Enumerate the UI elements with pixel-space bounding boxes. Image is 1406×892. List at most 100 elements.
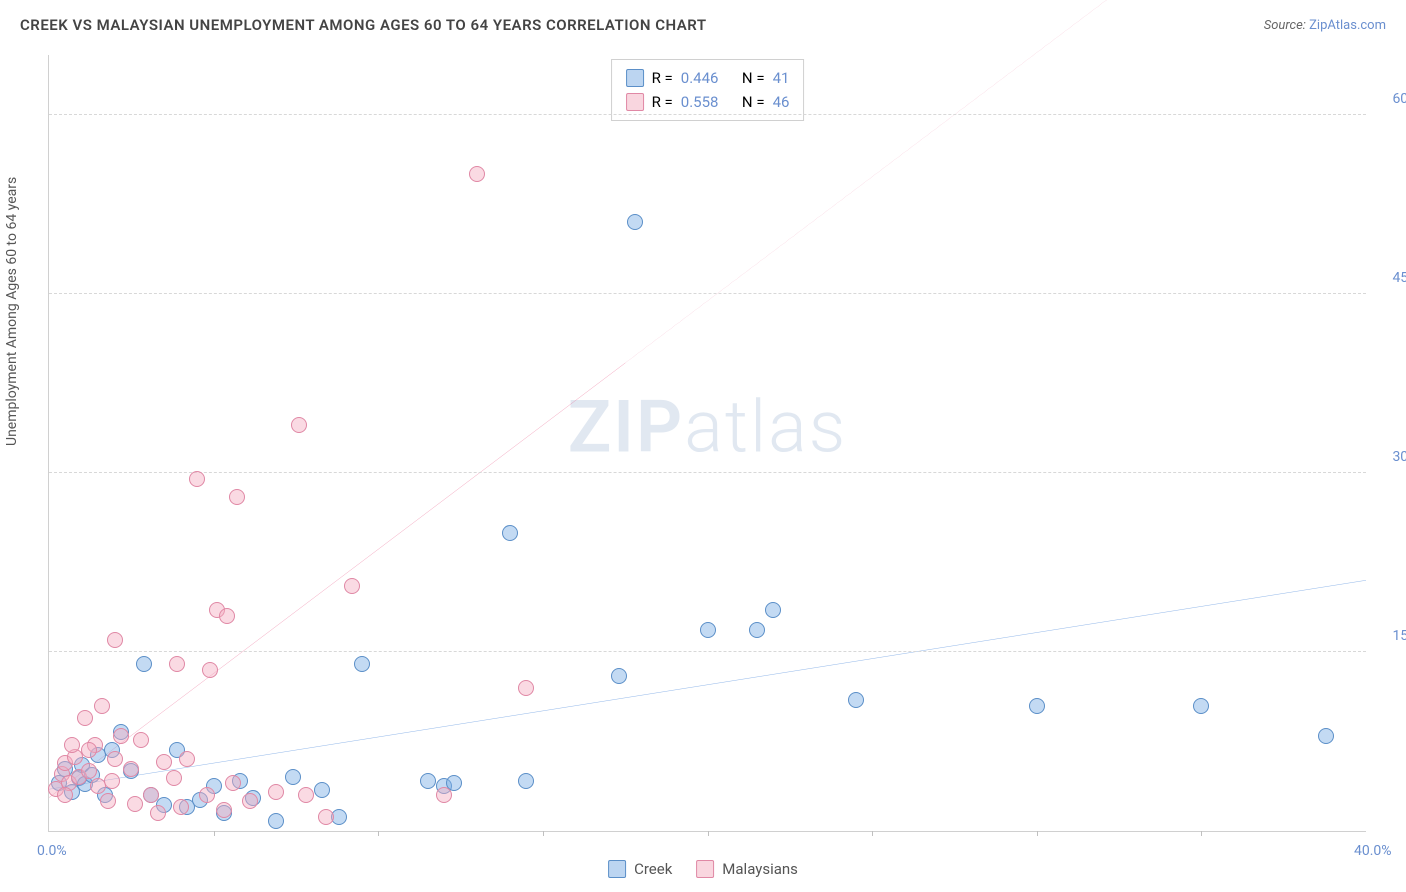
data-point xyxy=(107,751,123,767)
data-point xyxy=(354,656,370,672)
data-point xyxy=(94,698,110,714)
stats-row-creek: R = 0.446 N = 41 xyxy=(626,66,790,90)
malaysians-n-value: 46 xyxy=(773,90,790,114)
data-point xyxy=(77,710,93,726)
data-point xyxy=(81,742,97,758)
gridline xyxy=(49,293,1366,294)
y-tick-label: 60.0% xyxy=(1392,91,1406,107)
data-point xyxy=(225,775,241,791)
creek-r-value: 0.446 xyxy=(681,66,719,90)
x-minor-tick xyxy=(378,831,379,836)
malaysians-r-value: 0.558 xyxy=(681,90,719,114)
data-point xyxy=(502,525,518,541)
stats-row-malaysians: R = 0.558 N = 46 xyxy=(626,90,790,114)
data-point xyxy=(291,417,307,433)
data-point xyxy=(436,787,452,803)
data-point xyxy=(700,622,716,638)
data-point xyxy=(314,782,330,798)
swatch-malaysians-icon xyxy=(696,860,714,878)
data-point xyxy=(611,668,627,684)
n-label-2: N = xyxy=(742,90,765,114)
data-point xyxy=(166,770,182,786)
gridline xyxy=(49,114,1366,115)
data-point xyxy=(173,799,189,815)
data-point xyxy=(133,732,149,748)
data-point xyxy=(189,471,205,487)
data-point xyxy=(81,763,97,779)
scatter-plot-area: ZIPatlas R = 0.446 N = 41 R = 0.558 N = … xyxy=(48,55,1366,832)
y-tick-label: 30.0% xyxy=(1392,449,1406,465)
data-point xyxy=(765,602,781,618)
series-legend: Creek Malaysians xyxy=(608,860,798,878)
data-point xyxy=(1029,698,1045,714)
data-point xyxy=(848,692,864,708)
data-point xyxy=(268,784,284,800)
data-point xyxy=(107,632,123,648)
data-point xyxy=(143,787,159,803)
data-point xyxy=(169,656,185,672)
n-label: N = xyxy=(742,66,765,90)
trend-line-dashed xyxy=(625,0,1366,363)
r-label: R = xyxy=(652,66,673,90)
legend-label-malaysians: Malaysians xyxy=(722,860,798,878)
data-point xyxy=(179,751,195,767)
data-point xyxy=(57,787,73,803)
x-tick-label: 0.0% xyxy=(37,843,67,859)
data-point xyxy=(1193,698,1209,714)
data-point xyxy=(1318,728,1334,744)
data-point xyxy=(199,787,215,803)
data-point xyxy=(420,773,436,789)
data-point xyxy=(242,793,258,809)
legend-item-creek: Creek xyxy=(608,860,672,878)
data-point xyxy=(298,787,314,803)
data-point xyxy=(318,809,334,825)
x-minor-tick xyxy=(872,831,873,836)
data-point xyxy=(64,737,80,753)
x-minor-tick xyxy=(708,831,709,836)
chart-title: CREEK VS MALAYSIAN UNEMPLOYMENT AMONG AG… xyxy=(20,16,707,34)
r-label-2: R = xyxy=(652,90,673,114)
data-point xyxy=(100,793,116,809)
correlation-stats-box: R = 0.446 N = 41 R = 0.558 N = 46 xyxy=(611,59,805,121)
data-point xyxy=(627,214,643,230)
data-point xyxy=(113,728,129,744)
swatch-creek-icon xyxy=(626,69,644,87)
trend-line xyxy=(49,580,1366,789)
x-minor-tick xyxy=(1201,831,1202,836)
x-minor-tick xyxy=(214,831,215,836)
x-minor-tick xyxy=(1037,831,1038,836)
legend-label-creek: Creek xyxy=(634,860,672,878)
trend-lines xyxy=(49,55,1366,831)
data-point xyxy=(229,489,245,505)
data-point xyxy=(344,578,360,594)
data-point xyxy=(136,656,152,672)
data-point xyxy=(123,761,139,777)
y-tick-label: 15.0% xyxy=(1392,628,1406,644)
data-point xyxy=(104,773,120,789)
gridline xyxy=(49,472,1366,473)
source-prefix: Source: xyxy=(1264,18,1309,33)
source-link[interactable]: ZipAtlas.com xyxy=(1309,18,1386,33)
data-point xyxy=(285,769,301,785)
x-minor-tick xyxy=(543,831,544,836)
data-point xyxy=(518,773,534,789)
data-point xyxy=(268,813,284,829)
swatch-malaysians-icon xyxy=(626,93,644,111)
data-point xyxy=(469,166,485,182)
data-point xyxy=(216,802,232,818)
data-point xyxy=(219,608,235,624)
gridline xyxy=(49,651,1366,652)
data-point xyxy=(150,805,166,821)
trend-line-solid xyxy=(49,363,625,798)
source-attribution: Source: ZipAtlas.com xyxy=(1264,18,1386,33)
legend-item-malaysians: Malaysians xyxy=(696,860,798,878)
data-point xyxy=(202,662,218,678)
y-axis-label: Unemployment Among Ages 60 to 64 years xyxy=(4,177,20,446)
data-point xyxy=(156,754,172,770)
swatch-creek-icon xyxy=(608,860,626,878)
y-tick-label: 45.0% xyxy=(1392,270,1406,286)
x-tick-label: 40.0% xyxy=(1354,843,1392,859)
data-point xyxy=(749,622,765,638)
data-point xyxy=(127,796,143,812)
creek-n-value: 41 xyxy=(773,66,790,90)
